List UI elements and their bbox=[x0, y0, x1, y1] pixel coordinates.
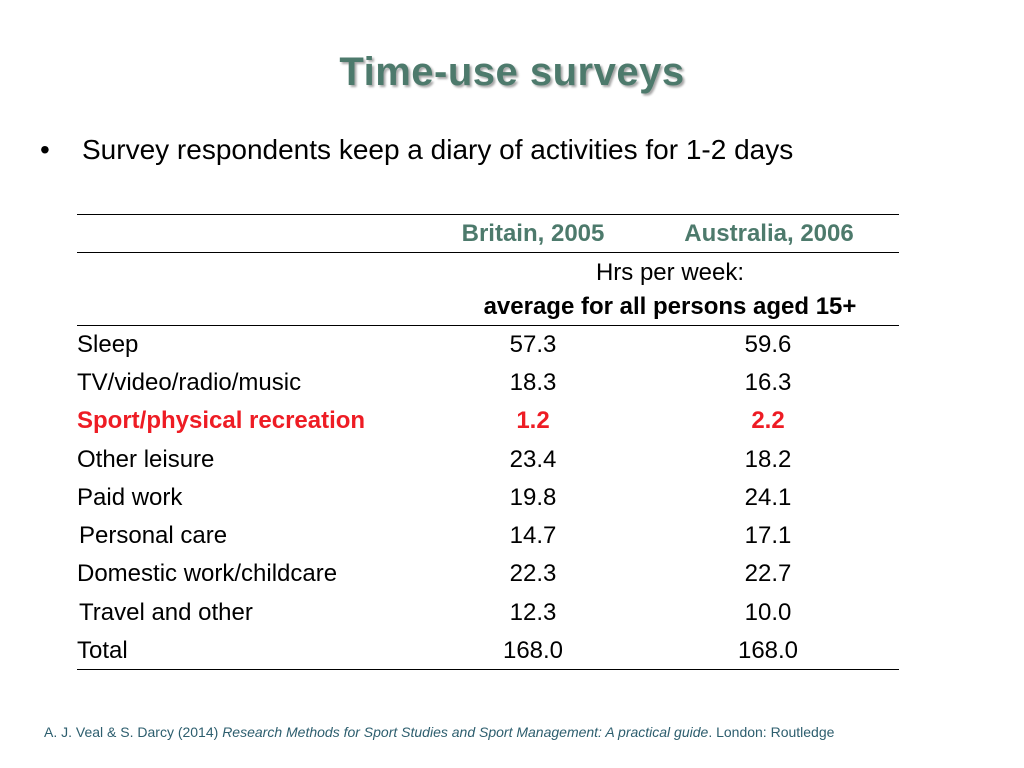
australia-value: 18.2 bbox=[744, 446, 792, 473]
header-rule bbox=[77, 252, 899, 253]
australia-value: 16.3 bbox=[744, 369, 792, 396]
column-header-australia: Australia, 2006 bbox=[684, 220, 854, 247]
australia-value: 24.1 bbox=[744, 484, 792, 511]
australia-value: 168.0 bbox=[737, 637, 799, 664]
table-bottom-rule bbox=[77, 669, 899, 670]
britain-value: 12.3 bbox=[509, 599, 557, 626]
citation-book-title: Research Methods for Sport Studies and S… bbox=[222, 724, 709, 740]
australia-value: 10.0 bbox=[744, 599, 792, 626]
units-rule bbox=[77, 325, 899, 326]
table-row: TV/video/radio/music 18.3 16.3 bbox=[0, 369, 1024, 407]
australia-value: 59.6 bbox=[744, 331, 792, 358]
units-label: Hrs per week: bbox=[595, 259, 745, 286]
row-label: Travel and other bbox=[79, 599, 253, 626]
column-header-britain: Britain, 2005 bbox=[461, 220, 605, 247]
units-description: average for all persons aged 15+ bbox=[483, 293, 857, 320]
table-row: Other leisure 23.4 18.2 bbox=[0, 446, 1024, 484]
citation: A. J. Veal & S. Darcy (2014) Research Me… bbox=[44, 724, 834, 740]
australia-value: 17.1 bbox=[744, 522, 792, 549]
row-label: Personal care bbox=[79, 522, 228, 549]
row-label: Other leisure bbox=[77, 446, 215, 473]
britain-value: 57.3 bbox=[509, 331, 557, 358]
table-row-total: Total 168.0 168.0 bbox=[0, 637, 1024, 675]
britain-value: 168.0 bbox=[502, 637, 564, 664]
table-row: Paid work 19.8 24.1 bbox=[0, 484, 1024, 522]
britain-value: 18.3 bbox=[509, 369, 557, 396]
row-label: Sleep bbox=[77, 331, 139, 358]
table-top-rule bbox=[77, 214, 899, 215]
table-row: Travel and other 12.3 10.0 bbox=[0, 599, 1024, 637]
table-row: Personal care 14.7 17.1 bbox=[0, 522, 1024, 560]
britain-value: 19.8 bbox=[509, 484, 557, 511]
slide-title: Time-use surveys bbox=[339, 50, 685, 94]
britain-value: 23.4 bbox=[509, 446, 557, 473]
table-row: Domestic work/childcare 22.3 22.7 bbox=[0, 560, 1024, 598]
australia-value: 22.7 bbox=[744, 560, 792, 587]
britain-value: 22.3 bbox=[509, 560, 557, 587]
bullet-point: • Survey respondents keep a diary of act… bbox=[40, 134, 793, 166]
table-row-highlighted: Sport/physical recreation 1.2 2.2 bbox=[0, 407, 1024, 445]
britain-value: 1.2 bbox=[516, 407, 550, 434]
row-label: Paid work bbox=[77, 484, 183, 511]
row-label: Domestic work/childcare bbox=[77, 560, 338, 587]
britain-value: 14.7 bbox=[509, 522, 557, 549]
bullet-icon: • bbox=[40, 134, 50, 165]
row-label: Total bbox=[77, 637, 128, 664]
citation-authors: A. J. Veal & S. Darcy (2014) bbox=[44, 724, 223, 740]
bullet-text: Survey respondents keep a diary of activ… bbox=[82, 134, 794, 165]
citation-publisher: . London: Routledge bbox=[708, 724, 835, 740]
table-row: Sleep 57.3 59.6 bbox=[0, 331, 1024, 369]
australia-value: 2.2 bbox=[751, 407, 785, 434]
row-label: Sport/physical recreation bbox=[77, 407, 366, 434]
row-label: TV/video/radio/music bbox=[77, 369, 302, 396]
